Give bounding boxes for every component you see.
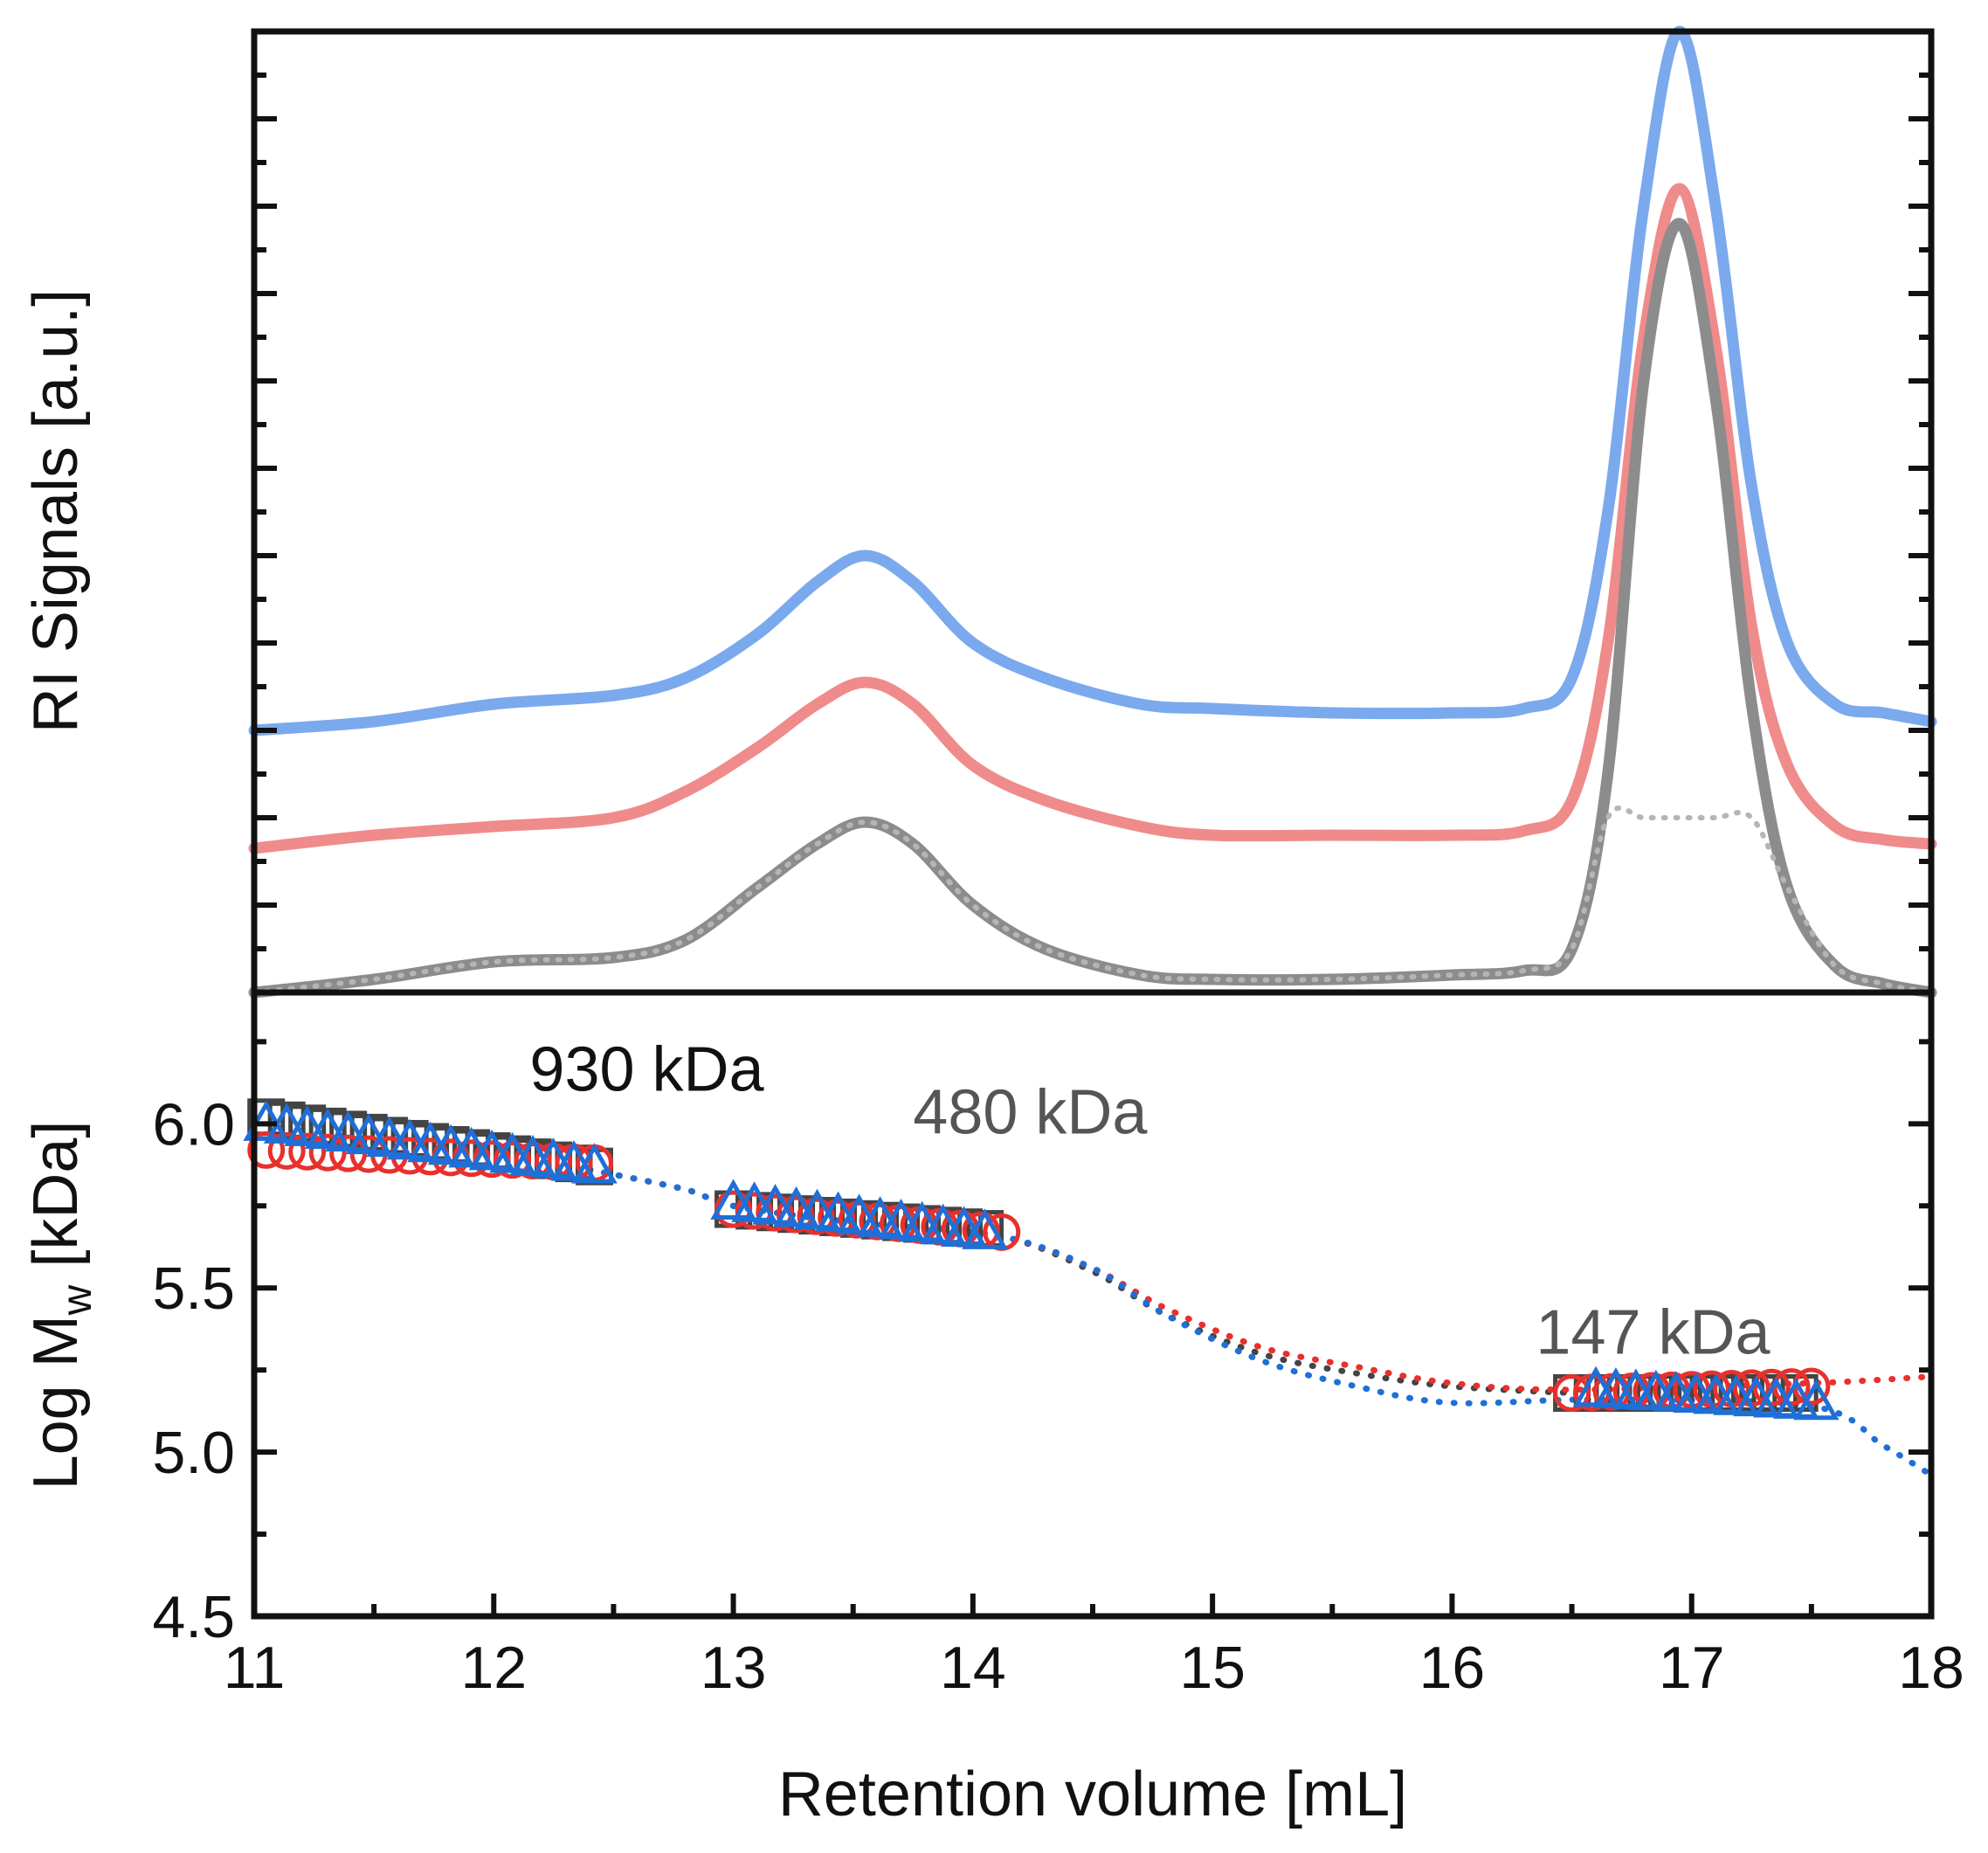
marker-triangle — [571, 1143, 618, 1184]
marker-triangle — [731, 1181, 777, 1222]
marker-circle — [494, 1141, 532, 1179]
marker-circle — [247, 1130, 286, 1169]
marker-triangle — [773, 1186, 819, 1227]
top-panel — [248, 25, 1937, 999]
x-tick-label: 17 — [1659, 1635, 1725, 1701]
y-title-main: Log M — [21, 1315, 91, 1490]
y-tick-label: 5.5 — [152, 1255, 235, 1322]
marker-circle — [288, 1132, 327, 1171]
marker-circle — [267, 1131, 306, 1170]
marker-triangle — [509, 1134, 556, 1176]
bottom-y-axis-title: Log Mw [kDa] — [21, 1121, 100, 1490]
marker-circle — [308, 1133, 347, 1172]
marker-triangle — [815, 1191, 861, 1233]
marker-triangle — [836, 1193, 882, 1234]
marker-triangle — [345, 1113, 392, 1155]
x-tick-label: 15 — [1179, 1635, 1246, 1701]
mw-markers — [243, 1098, 1840, 1421]
marker-triangle — [794, 1188, 840, 1230]
ri-curve-gray-dotted — [252, 805, 1934, 995]
annotation-label: 930 kDa — [529, 1035, 764, 1105]
marker-triangle — [941, 1206, 987, 1248]
marker-triangle — [366, 1116, 412, 1158]
y-tick-label: 4.5 — [152, 1584, 235, 1650]
x-tick-label: 18 — [1898, 1635, 1964, 1701]
annotation-label: 147 kDa — [1536, 1297, 1771, 1367]
top-plot-frame — [251, 28, 1935, 996]
fit-line-red-circles — [586, 1166, 1935, 1393]
marker-triangle — [284, 1105, 330, 1146]
marker-triangle — [325, 1110, 371, 1152]
y-tick-label: 5.0 — [152, 1420, 235, 1486]
bottom-plot-frame — [251, 989, 1935, 1620]
tick-labels: 11 12 13 14 15 16 17 18 4.5 5.0 5.5 6.0 — [152, 1091, 1964, 1701]
ri-curve-red — [248, 183, 1937, 854]
x-tick-label: 11 — [224, 1635, 286, 1701]
x-tick-label: 16 — [1419, 1635, 1486, 1701]
bottom-panel: 11 12 13 14 15 16 17 18 4.5 5.0 5.5 6.0 930 kDa 480 … — [152, 989, 1964, 1701]
top-y-axis-title: RI Signals [a.u.] — [21, 289, 91, 733]
marker-triangle — [448, 1126, 494, 1168]
x-tick-label: 14 — [940, 1635, 1006, 1701]
marker-triangle — [468, 1129, 515, 1171]
ri-signal-curves — [248, 25, 1937, 999]
marker-circle — [1553, 1373, 1591, 1412]
mw-annotations: 930 kDa 480 kDa 147 kDa — [529, 1035, 1771, 1368]
marker-triangle — [1793, 1379, 1840, 1421]
marker-triangle — [550, 1140, 597, 1181]
marker-triangle — [386, 1118, 433, 1160]
x-axis-title: Retention volume [mL] — [778, 1760, 1407, 1829]
x-tick-label: 12 — [460, 1635, 527, 1701]
marker-triangle — [752, 1184, 798, 1225]
marker-triangle — [857, 1196, 903, 1237]
ri-curve-blue — [248, 25, 1937, 736]
marker-triangle — [710, 1179, 756, 1220]
ri-curve-gray — [248, 218, 1937, 999]
marker-triangle — [489, 1131, 535, 1173]
annotation-label: 480 kDa — [913, 1078, 1148, 1148]
marker-triangle — [407, 1121, 453, 1163]
marker-triangle — [304, 1108, 351, 1149]
marker-triangle — [530, 1137, 576, 1179]
y-title-subscript: w — [54, 1284, 100, 1316]
marker-triangle — [899, 1200, 945, 1242]
marker-triangle — [427, 1124, 474, 1165]
marker-triangle — [263, 1103, 310, 1144]
y-title-suffix: [kDa] — [21, 1121, 91, 1285]
marker-triangle — [962, 1208, 1008, 1249]
x-tick-label: 13 — [701, 1635, 767, 1701]
y-tick-label: 6.0 — [152, 1091, 235, 1158]
marker-triangle — [878, 1198, 924, 1240]
marker-triangle — [920, 1203, 966, 1245]
